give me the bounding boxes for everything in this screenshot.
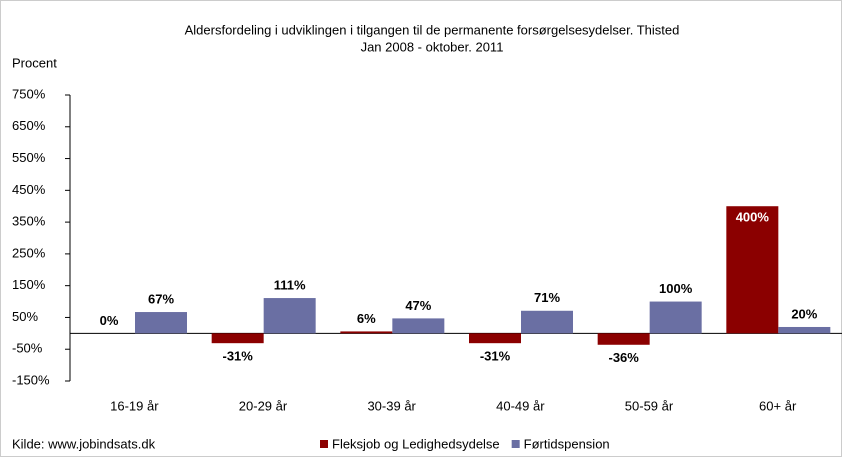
y-tick-label: 550%: [12, 150, 46, 165]
value-label: -31%: [222, 349, 253, 364]
chart-subtitle: Jan 2008 - oktober. 2011: [361, 39, 504, 54]
value-label: 100%: [659, 281, 693, 296]
bar: [597, 333, 650, 345]
bar: [521, 310, 573, 334]
bar: [211, 333, 264, 344]
bar: [340, 331, 393, 334]
y-tick-label: -50%: [12, 341, 43, 356]
x-tick-label: 30-39 år: [367, 398, 416, 413]
x-tick-label: 50-59 år: [625, 398, 674, 413]
bar: [649, 301, 702, 334]
value-label: 111%: [274, 277, 306, 292]
y-tick-label: 50%: [12, 309, 38, 324]
value-label: -36%: [608, 350, 639, 365]
bar: [726, 206, 779, 334]
y-tick-label: -150%: [12, 372, 50, 387]
y-tick-label: 750%: [12, 86, 46, 101]
bar: [469, 333, 521, 344]
value-label: 6%: [357, 311, 376, 326]
bar: [778, 326, 831, 334]
legend-swatch: [511, 440, 520, 448]
x-tick-label: 40-49 år: [496, 398, 545, 413]
y-tick-label: 150%: [12, 277, 46, 292]
source: Kilde: www.jobindsats.dk: [12, 436, 156, 451]
x-tick-label: 60+ år: [759, 398, 797, 413]
value-label: 71%: [534, 290, 560, 305]
value-label: 0%: [100, 313, 119, 328]
y-tick-label: 450%: [12, 182, 46, 197]
y-tick-label: 650%: [12, 118, 46, 133]
legend-swatch: [320, 440, 328, 448]
bar: [263, 298, 316, 334]
x-tick-label: 16-19 år: [110, 398, 159, 413]
value-label: 67%: [148, 291, 174, 306]
x-tick-label: 20-29 år: [239, 398, 288, 413]
y-tick-label: 350%: [12, 214, 46, 229]
legend-label: Fleksjob og Ledighedsydelse: [332, 436, 500, 451]
value-label: 20%: [791, 306, 817, 321]
legend-label: Førtidspension: [524, 436, 610, 451]
chart-title: Aldersfordeling i udviklingen i tilgange…: [185, 22, 680, 37]
bar: [392, 318, 445, 334]
value-label: 47%: [405, 298, 431, 313]
y-axis-label: Procent: [12, 55, 57, 70]
y-tick-label: 250%: [12, 245, 46, 260]
value-label: -31%: [480, 349, 511, 364]
value-label: 400%: [736, 210, 770, 225]
bar: [135, 312, 187, 334]
